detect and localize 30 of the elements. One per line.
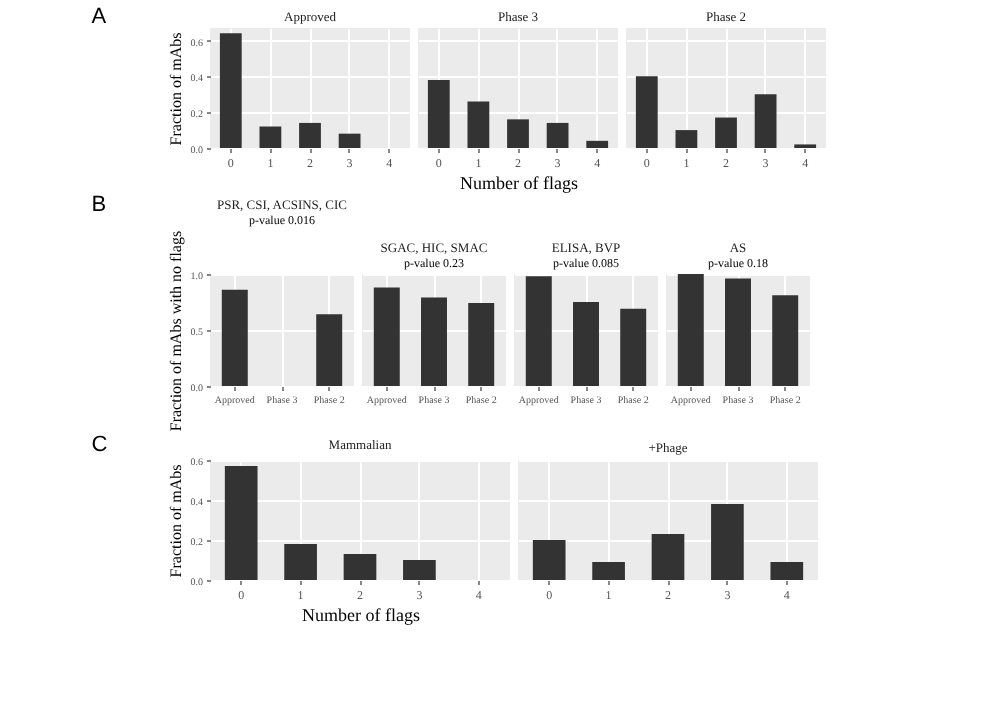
bar	[343, 554, 377, 580]
bar	[507, 119, 529, 148]
bar	[651, 534, 685, 580]
bar	[532, 540, 566, 580]
text: C	[91, 433, 108, 457]
y-axis-title: Fraction of mAbs	[166, 464, 185, 578]
bar	[635, 76, 658, 148]
bar	[546, 122, 569, 148]
bar	[224, 466, 258, 580]
bar	[219, 33, 242, 148]
bar	[403, 560, 436, 580]
bar	[715, 117, 737, 148]
y-axis-title: Fraction of mAbs with no flags	[166, 230, 185, 432]
bar	[770, 562, 804, 580]
bar	[675, 130, 698, 148]
bar	[427, 79, 450, 148]
bar	[711, 504, 744, 580]
bar	[586, 140, 609, 148]
bar	[592, 562, 625, 580]
bar	[299, 122, 321, 148]
y-axis-title: Fraction of mAbs	[166, 32, 185, 146]
bar	[467, 101, 490, 148]
bar	[259, 126, 282, 148]
bar	[284, 544, 317, 580]
x-axis-title: Number of flags	[302, 605, 421, 625]
text: A	[91, 5, 108, 29]
bar	[338, 133, 361, 148]
bar	[754, 94, 777, 148]
text: B	[91, 192, 107, 217]
x-axis-title: Number of flags	[460, 173, 579, 193]
